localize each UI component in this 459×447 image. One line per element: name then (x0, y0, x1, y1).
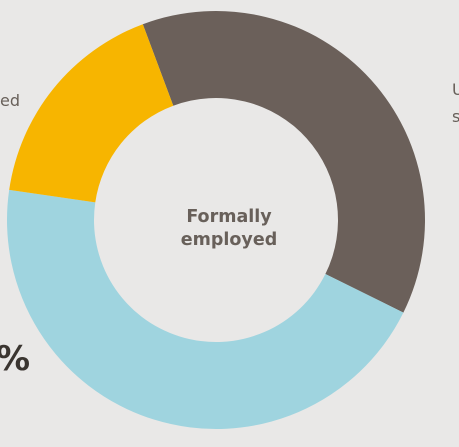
donut-slices (7, 10, 426, 429)
donut-slice-3 (9, 24, 174, 203)
donut-slice-1 (142, 10, 426, 313)
left-label-fragment: ed (0, 91, 20, 110)
left-percentage-fragment: % (0, 339, 30, 379)
right-label-fragment-2: s (452, 107, 459, 126)
right-label-fragment-1: U (452, 80, 459, 99)
center-label-line-1: Formally (186, 207, 272, 227)
donut-slice-2 (7, 189, 404, 429)
center-label-line-2: employed (181, 230, 277, 250)
